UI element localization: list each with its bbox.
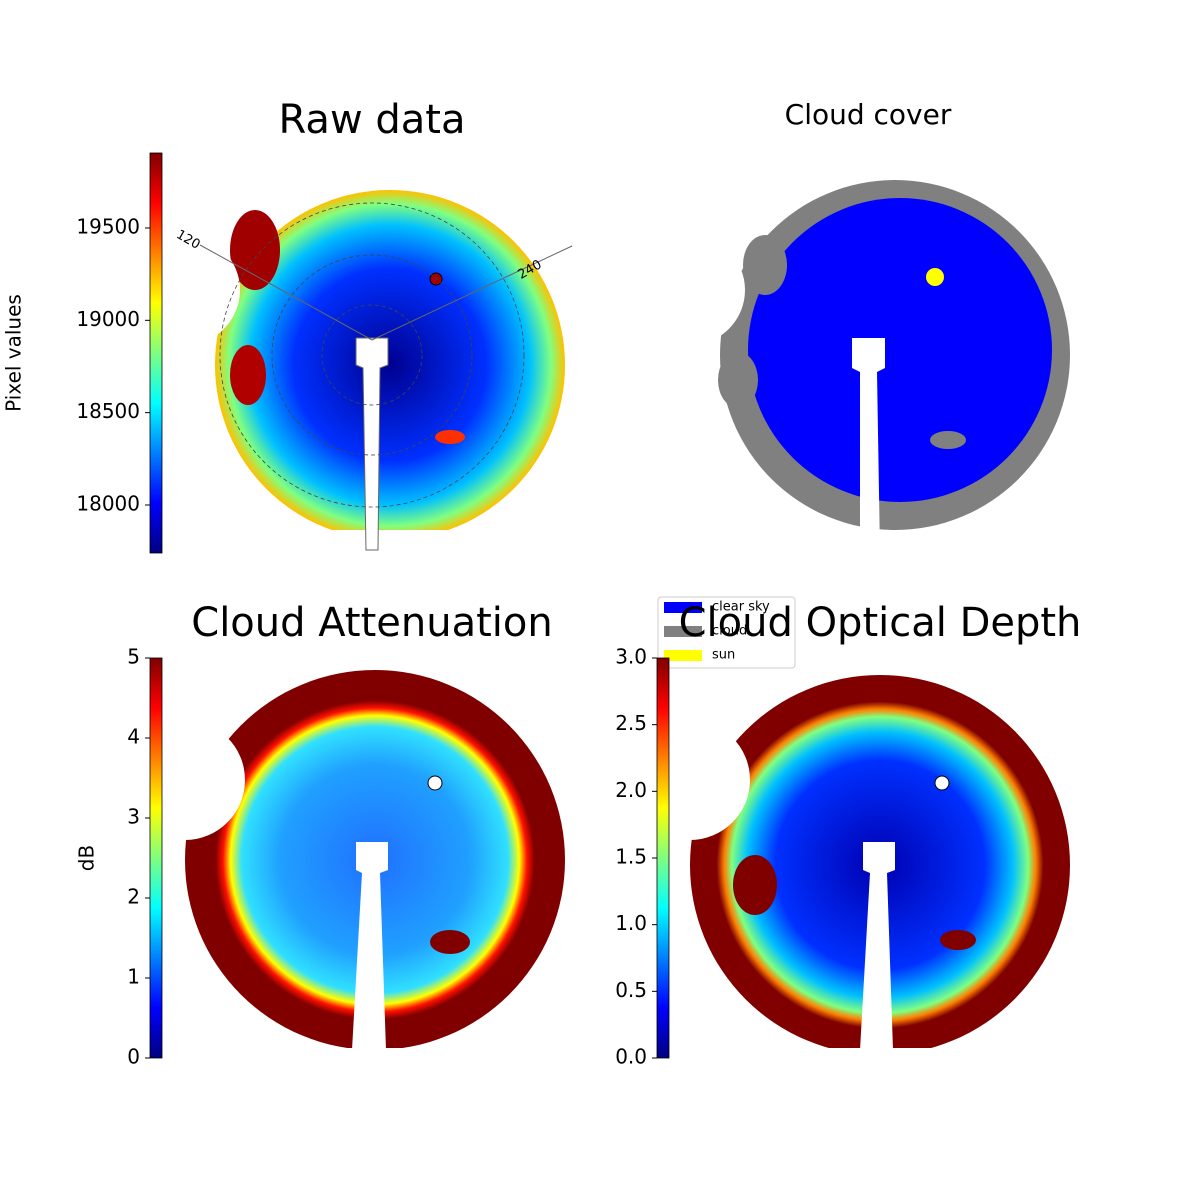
colorbar-tick-label: 18500 — [76, 399, 140, 423]
colorbar — [656, 657, 670, 1059]
attenuation-image — [125, 670, 600, 1078]
legend: clear sky cloud sun — [657, 596, 796, 669]
colorbar-tick-label: 1 — [127, 965, 140, 989]
colorbar-tick-label: 0.0 — [615, 1045, 647, 1069]
colorbar-tick-label: 4 — [127, 725, 140, 749]
colorbar-tick-label: 0.5 — [615, 978, 647, 1002]
legend-label: clear sky — [712, 600, 770, 615]
cloud-cover-image — [635, 180, 1100, 583]
chart-title: Cloud Attenuation — [191, 600, 552, 646]
colorbar — [149, 657, 163, 1059]
colorbar-tick-label: 19000 — [76, 307, 140, 331]
colorbar-tick-label: 5 — [127, 645, 140, 669]
colorbar-tick-label: 0 — [127, 1045, 140, 1069]
chart-title: Cloud cover — [785, 98, 952, 131]
colorbar — [149, 152, 163, 554]
colorbar-tick-label: 18000 — [76, 491, 140, 515]
colorbar-label: dB — [75, 845, 99, 871]
optical-depth-image — [630, 675, 1100, 1078]
chart-title: Cloud Optical Depth — [679, 600, 1082, 646]
colorbar-tick-label: 1.0 — [615, 911, 647, 935]
legend-swatch — [664, 602, 702, 613]
colorbar-tick-label: 3.0 — [615, 645, 647, 669]
legend-label: cloud — [712, 624, 747, 639]
legend-label: sun — [712, 648, 735, 663]
raw-image — [130, 190, 600, 560]
colorbar-tick-label: 19500 — [76, 214, 140, 238]
colorbar-tick-label: 2 — [127, 885, 140, 909]
colorbar-tick-label: 3 — [127, 805, 140, 829]
chart-title: Raw data — [279, 97, 466, 143]
colorbar-tick-label: 2.5 — [615, 711, 647, 735]
colorbar-tick-label: 1.5 — [615, 845, 647, 869]
colorbar-tick-label: 2.0 — [615, 778, 647, 802]
legend-swatch — [664, 626, 702, 637]
legend-swatch — [664, 650, 702, 661]
colorbar-label: Pixel values — [2, 294, 26, 412]
